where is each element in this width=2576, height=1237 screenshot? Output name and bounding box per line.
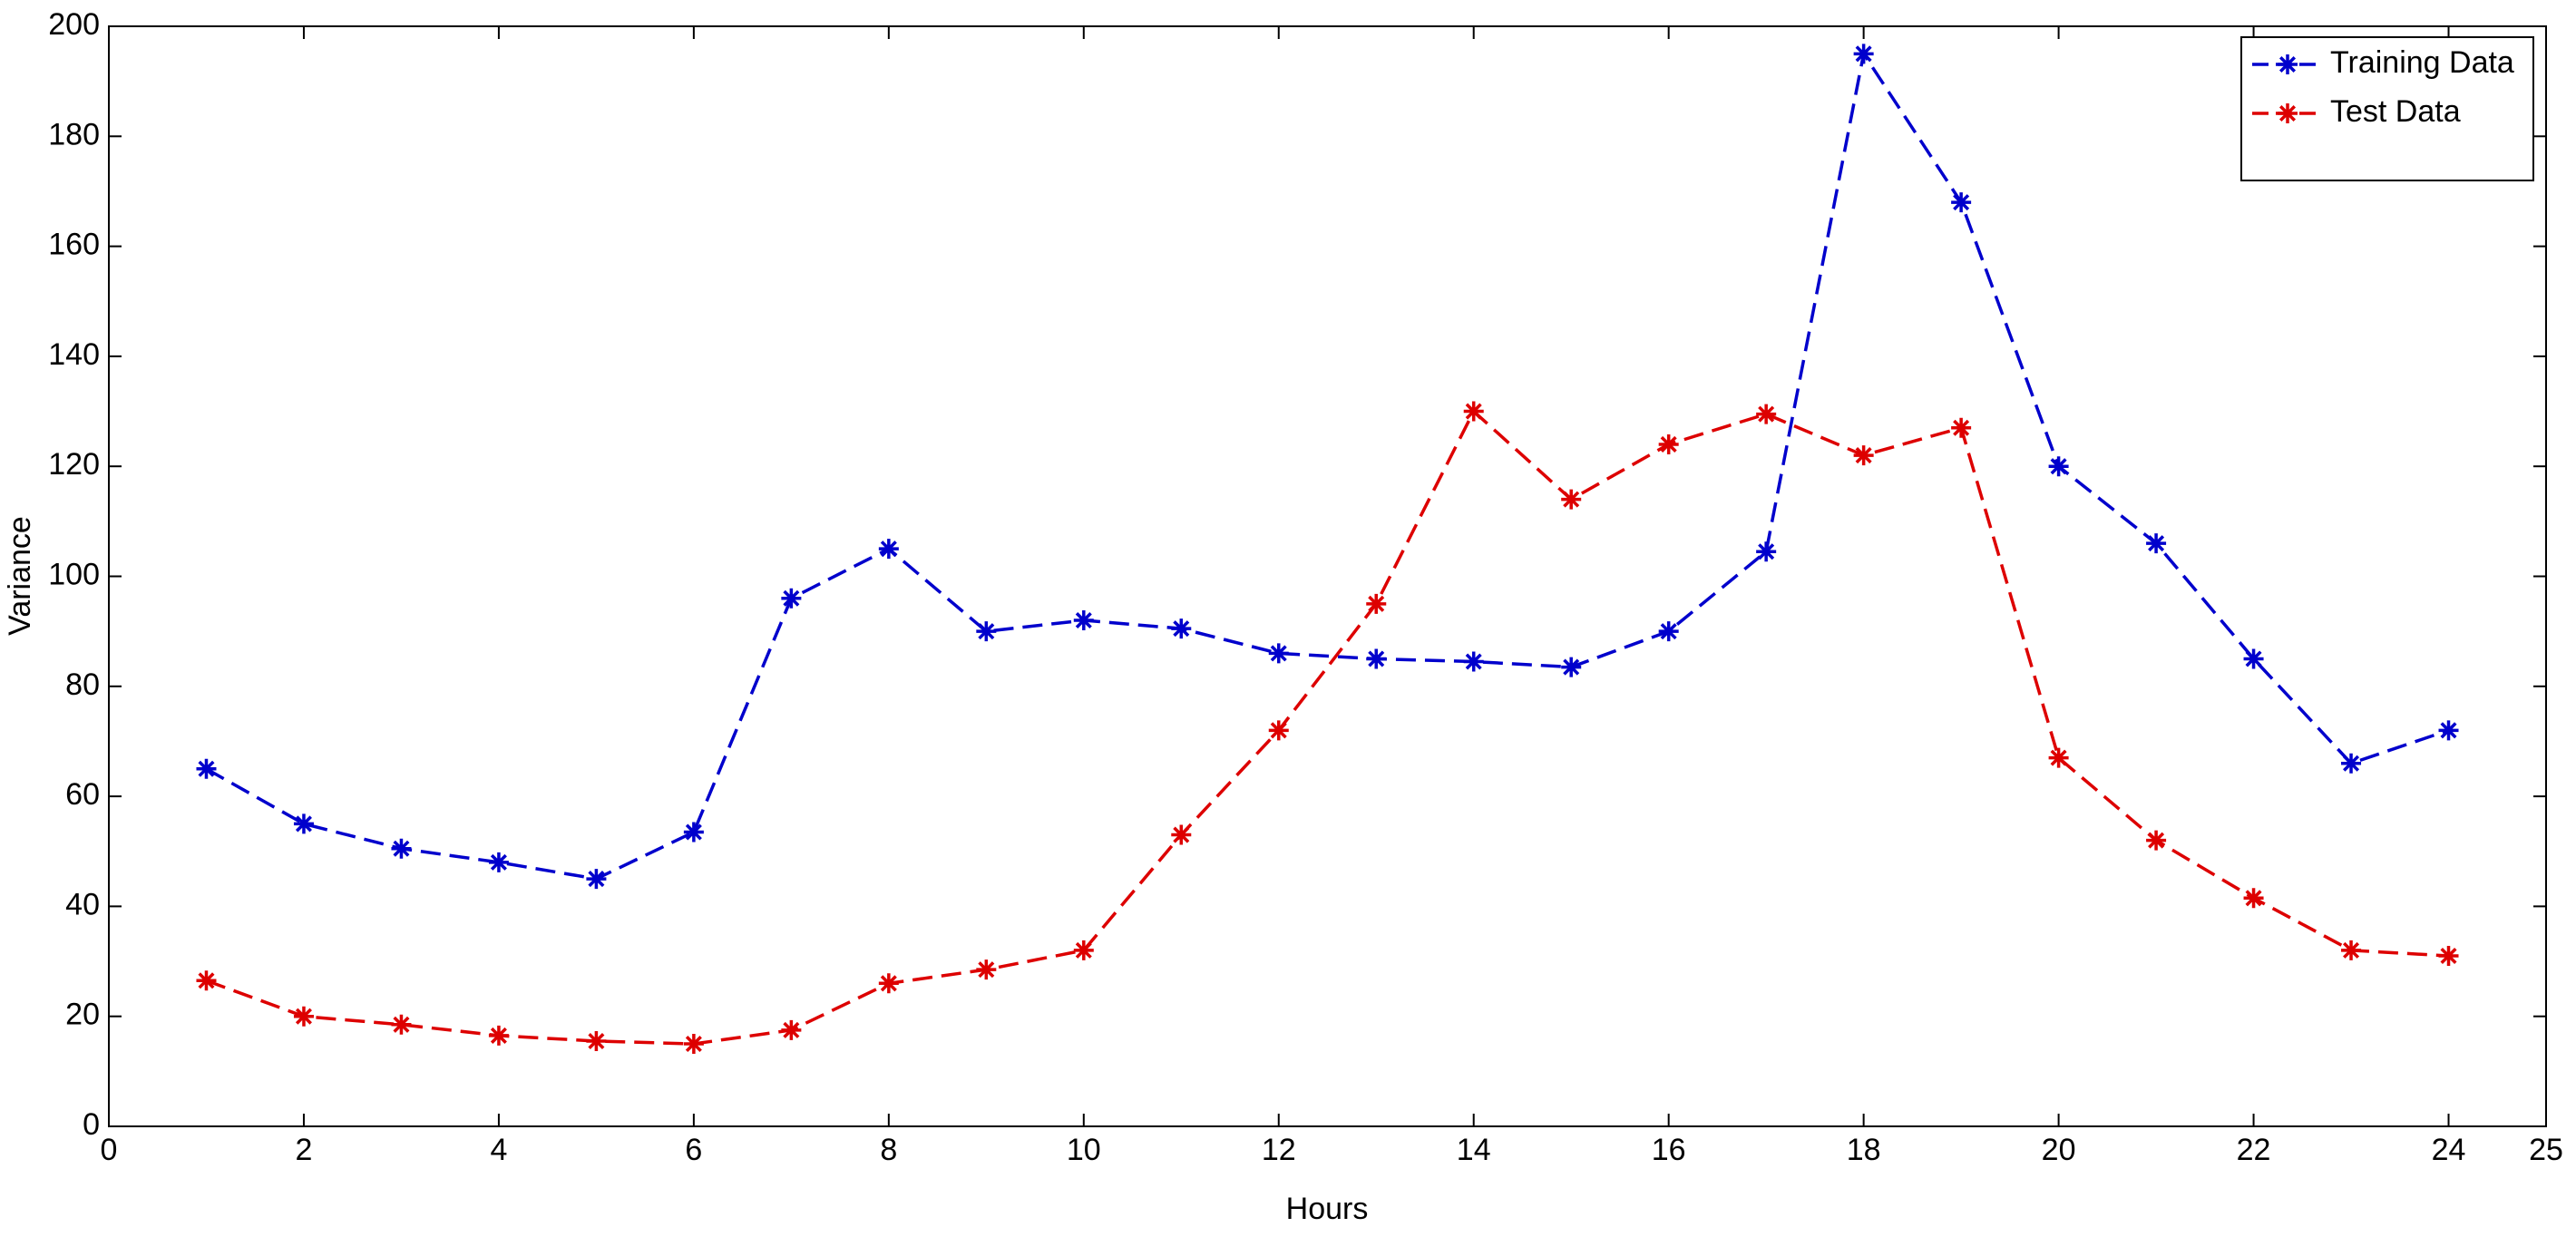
marker (1561, 657, 1582, 677)
x-tick-label: 25 (2529, 1133, 2563, 1167)
marker (391, 1014, 412, 1035)
y-tick-label: 60 (65, 777, 100, 812)
marker (2146, 533, 2167, 554)
y-tick-label: 100 (48, 557, 100, 591)
marker (1951, 192, 1972, 213)
y-tick-label: 140 (48, 337, 100, 372)
marker (1463, 401, 1484, 422)
marker (1463, 651, 1484, 672)
marker (1658, 433, 1679, 454)
legend-marker (2278, 103, 2298, 123)
marker (293, 813, 314, 834)
marker (2341, 753, 2362, 774)
x-tick-label: 12 (1262, 1133, 1296, 1167)
y-tick-label: 200 (48, 7, 100, 42)
y-tick-label: 180 (48, 117, 100, 151)
marker (196, 970, 217, 991)
marker (1171, 618, 1192, 639)
x-tick-label: 24 (2432, 1133, 2466, 1167)
x-tick-label: 14 (1457, 1133, 1491, 1167)
y-tick-label: 40 (65, 887, 100, 921)
x-tick-label: 0 (101, 1133, 118, 1167)
marker (2341, 940, 2362, 960)
marker (683, 822, 704, 843)
marker (293, 1006, 314, 1027)
marker (2146, 830, 2167, 851)
marker (781, 1019, 802, 1040)
x-axis-label: Hours (1286, 1192, 1369, 1226)
marker (976, 959, 997, 980)
marker (683, 1034, 704, 1055)
marker (878, 973, 899, 994)
marker (2243, 648, 2264, 669)
marker (1073, 940, 1094, 960)
x-tick-label: 22 (2237, 1133, 2271, 1167)
y-tick-label: 20 (65, 998, 100, 1032)
marker (1756, 541, 1777, 562)
marker (1073, 610, 1094, 631)
marker (1561, 489, 1582, 510)
marker (586, 869, 607, 890)
marker (1853, 44, 1874, 64)
marker (2438, 945, 2459, 966)
marker (586, 1030, 607, 1051)
marker (781, 588, 802, 609)
marker (488, 1025, 509, 1046)
x-tick-label: 10 (1067, 1133, 1101, 1167)
series-line (205, 408, 2449, 1046)
x-tick-label: 8 (880, 1133, 897, 1167)
x-tick-label: 16 (1652, 1133, 1686, 1167)
series-line (205, 49, 2450, 881)
marker (1756, 404, 1777, 424)
x-tick-label: 18 (1847, 1133, 1881, 1167)
marker (878, 539, 899, 560)
x-tick-label: 20 (2042, 1133, 2076, 1167)
x-tick-label: 6 (685, 1133, 702, 1167)
x-tick-label: 4 (490, 1133, 507, 1167)
marker (1853, 445, 1874, 466)
marker (1366, 648, 1387, 669)
marker (488, 852, 509, 872)
marker (2438, 720, 2459, 741)
legend-label: Test Data (2330, 94, 2461, 129)
marker (2048, 747, 2069, 768)
x-tick-label: 2 (295, 1133, 312, 1167)
legend-marker (2278, 54, 2298, 74)
marker (391, 838, 412, 859)
y-tick-label: 80 (65, 667, 100, 702)
legend-label: Training Data (2330, 45, 2514, 80)
y-tick-label: 120 (48, 447, 100, 482)
y-axis-label: Variance (3, 516, 37, 636)
marker (1366, 593, 1387, 614)
marker (1268, 643, 1289, 664)
marker (1268, 720, 1289, 741)
marker (1171, 824, 1192, 845)
y-tick-label: 0 (83, 1107, 100, 1142)
marker (1658, 621, 1679, 642)
marker (196, 758, 217, 779)
marker (976, 621, 997, 642)
y-tick-label: 160 (48, 228, 100, 262)
marker (1951, 417, 1972, 438)
marker (2243, 888, 2264, 909)
marker (2048, 456, 2069, 477)
